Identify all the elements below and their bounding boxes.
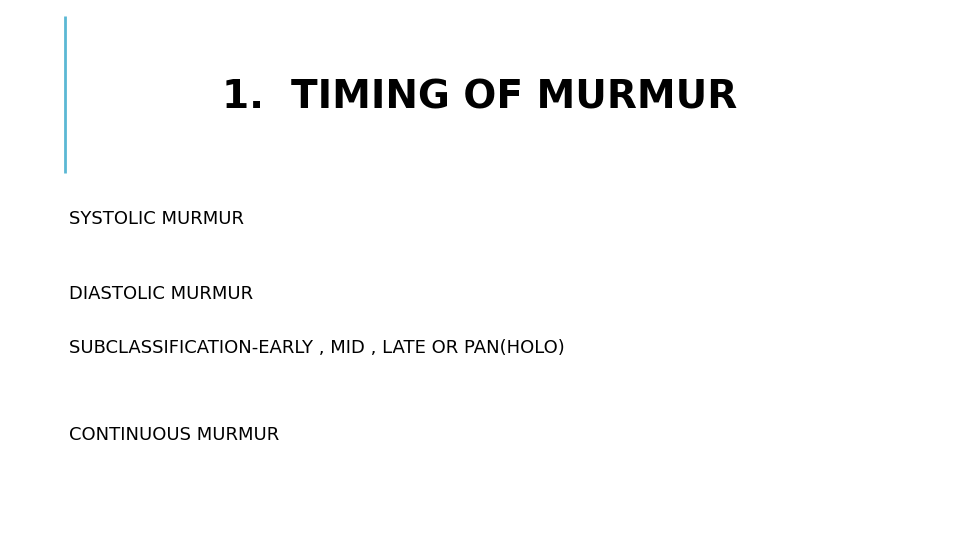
Text: SYSTOLIC MURMUR: SYSTOLIC MURMUR xyxy=(69,210,244,228)
Text: CONTINUOUS MURMUR: CONTINUOUS MURMUR xyxy=(69,426,279,444)
Text: 1.  TIMING OF MURMUR: 1. TIMING OF MURMUR xyxy=(223,78,737,116)
Text: SUBCLASSIFICATION-EARLY , MID , LATE OR PAN(HOLO): SUBCLASSIFICATION-EARLY , MID , LATE OR … xyxy=(69,339,564,357)
Text: DIASTOLIC MURMUR: DIASTOLIC MURMUR xyxy=(69,285,253,303)
